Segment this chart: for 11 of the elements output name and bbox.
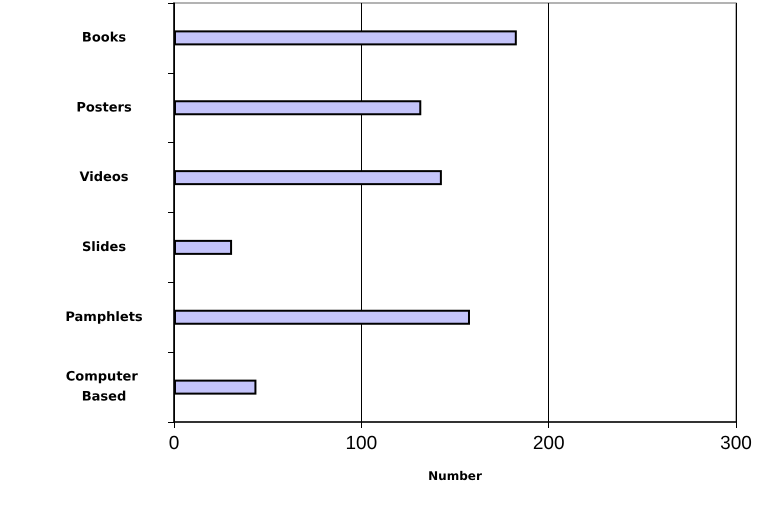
- y-tick-label: Videos: [79, 170, 129, 186]
- x-tick-label: 0: [168, 433, 180, 454]
- y-tick-label: Computer Based: [66, 370, 142, 405]
- y-tick-label: Slides: [82, 240, 126, 255]
- x-tick-label: 100: [345, 433, 378, 454]
- x-tick-label: 200: [532, 433, 565, 454]
- x-tick-label: 300: [720, 433, 752, 454]
- x-axis-title: Number: [428, 469, 482, 483]
- y-tick-label: Posters: [76, 100, 132, 116]
- y-tick-label: Pamphlets: [65, 310, 143, 325]
- y-tick-label: Books: [82, 30, 126, 46]
